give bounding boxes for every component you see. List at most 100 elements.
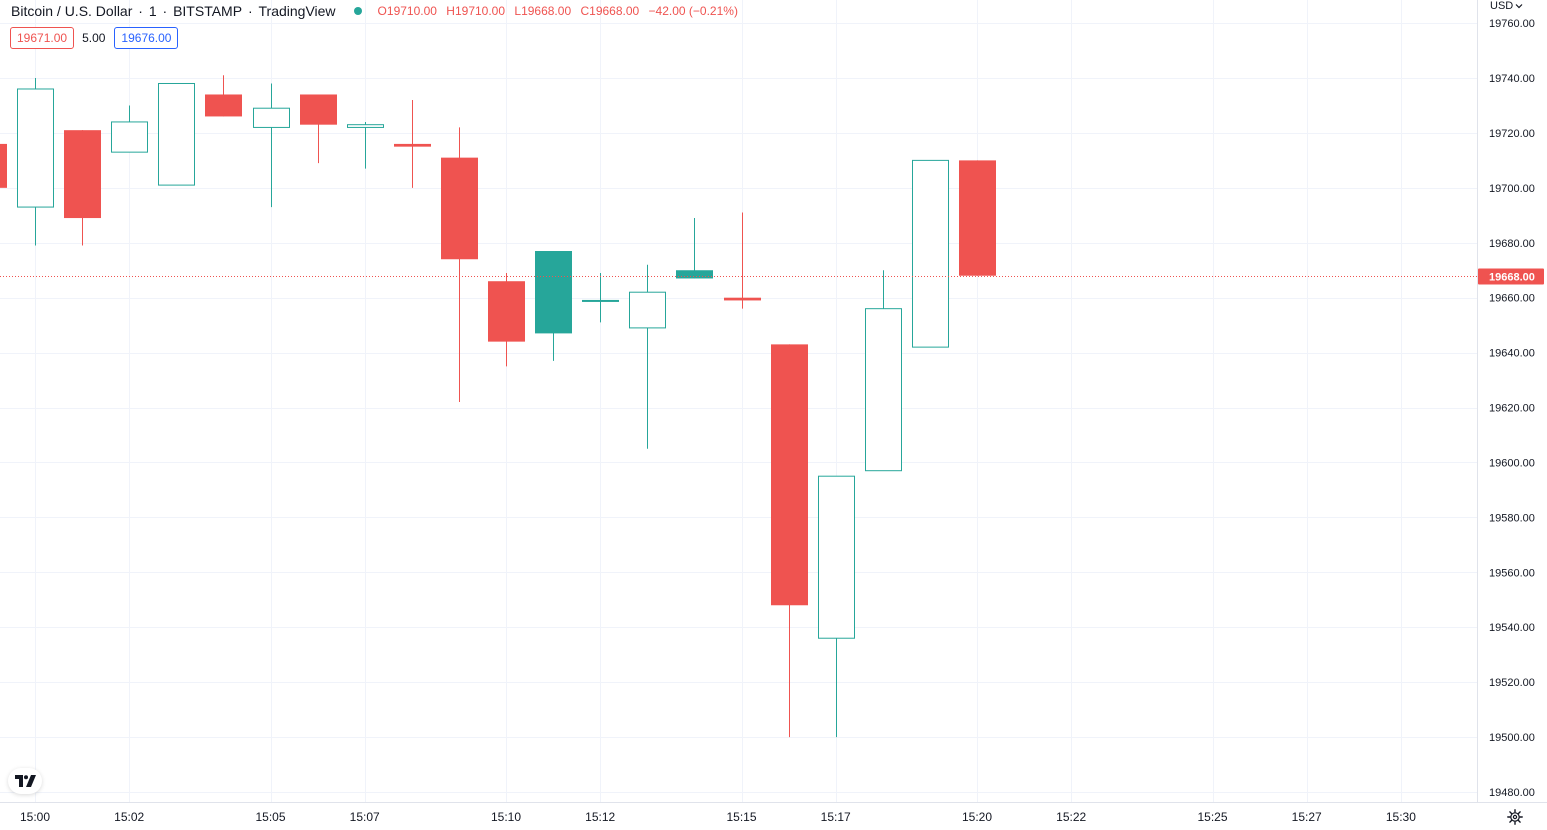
candle-body bbox=[582, 299, 619, 302]
y-tick-label: 19760.00 bbox=[1489, 18, 1535, 30]
x-tick-label: 15:30 bbox=[1386, 810, 1416, 824]
candle bbox=[629, 264, 666, 449]
currency-selector[interactable]: USD bbox=[1488, 0, 1526, 12]
bid-ask-panel: 19671.00 5.00 19676.00 bbox=[10, 27, 179, 49]
ohlc-open-key: O bbox=[377, 4, 387, 18]
y-tick-label: 19500.00 bbox=[1489, 732, 1535, 744]
candle bbox=[0, 143, 7, 188]
candle-body bbox=[64, 130, 101, 219]
candle bbox=[205, 75, 242, 117]
y-tick-label: 19520.00 bbox=[1489, 677, 1535, 689]
candle-body bbox=[865, 308, 902, 472]
candle-body bbox=[253, 107, 290, 128]
candle-body bbox=[111, 121, 148, 153]
candle bbox=[394, 99, 431, 188]
candle bbox=[771, 344, 808, 738]
x-tick-label: 15:10 bbox=[491, 810, 521, 824]
y-tick-label: 19560.00 bbox=[1489, 567, 1535, 579]
legend-separator bbox=[133, 3, 137, 19]
ohlc-low-key: L bbox=[514, 4, 522, 18]
candle-body bbox=[300, 94, 337, 125]
price-scale bbox=[1477, 0, 1547, 830]
x-tick-label: 15:17 bbox=[821, 810, 851, 824]
x-tick-label: 15:12 bbox=[585, 810, 615, 824]
y-tick-label: 19620.00 bbox=[1489, 403, 1535, 415]
candle bbox=[347, 121, 384, 169]
tradingview-logo-icon[interactable] bbox=[8, 768, 42, 794]
legend-interval[interactable]: 1 bbox=[148, 3, 157, 19]
candle bbox=[535, 251, 572, 361]
legend-exchange[interactable]: BITSTAMP bbox=[173, 3, 243, 19]
y-tick-label: 19580.00 bbox=[1489, 512, 1535, 524]
candle-body bbox=[912, 159, 949, 348]
legend-separator: · bbox=[138, 3, 143, 19]
x-tick-label: 15:02 bbox=[114, 810, 144, 824]
sell-price-button[interactable]: 19671.00 bbox=[10, 27, 75, 49]
y-tick-label: 19640.00 bbox=[1489, 348, 1535, 360]
gear-icon bbox=[1507, 809, 1523, 825]
chart-settings-button[interactable] bbox=[1505, 807, 1525, 827]
candle-body bbox=[535, 251, 572, 334]
candle bbox=[959, 160, 996, 276]
buy-price-button[interactable]: 19676.00 bbox=[114, 27, 179, 49]
candle bbox=[582, 272, 619, 323]
market-status-dot-icon[interactable] bbox=[353, 7, 362, 15]
y-tick-label: 19740.00 bbox=[1489, 73, 1535, 85]
y-tick-label: 19600.00 bbox=[1489, 457, 1535, 469]
legend-separator: · bbox=[162, 3, 168, 19]
legend-source: TradingView bbox=[258, 3, 336, 19]
candle-body bbox=[676, 270, 713, 279]
y-tick-label: 19720.00 bbox=[1489, 128, 1535, 140]
chevron-down-icon bbox=[1515, 4, 1523, 9]
candle bbox=[17, 78, 54, 246]
x-tick-label: 15:07 bbox=[350, 810, 380, 824]
candle-body bbox=[724, 297, 761, 301]
candle bbox=[724, 212, 761, 309]
ohlc-change: −42.00 (−0.21%) bbox=[648, 4, 738, 18]
candle bbox=[300, 94, 337, 164]
ohlc-values: O19710.00 H19710.00 L19668.00 C19668.00 … bbox=[378, 4, 738, 18]
candle-body bbox=[771, 344, 808, 606]
grid-layer bbox=[0, 0, 1477, 802]
candle bbox=[488, 272, 525, 367]
last-price-label: 19668.00 bbox=[1489, 272, 1535, 284]
ohlc-close-key: C bbox=[580, 4, 590, 18]
candle bbox=[158, 82, 195, 186]
ohlc-high-key: H bbox=[446, 4, 455, 18]
candle bbox=[253, 83, 290, 208]
x-tick-label: 15:05 bbox=[255, 810, 285, 824]
candle-body bbox=[488, 281, 525, 342]
chart-legend: Bitcoin / U.S. Dollar · 1 · BITSTAMP · T… bbox=[11, 2, 738, 20]
candle-layer bbox=[0, 75, 996, 738]
y-tick-label: 19540.00 bbox=[1489, 622, 1535, 634]
candle bbox=[111, 105, 148, 153]
legend-symbol[interactable]: Bitcoin / U.S. Dollar bbox=[11, 3, 133, 19]
x-tick-label: 15:15 bbox=[726, 810, 756, 824]
candle-body bbox=[629, 291, 666, 329]
candle-body bbox=[205, 94, 242, 117]
x-tick-label: 15:22 bbox=[1056, 810, 1086, 824]
candle bbox=[676, 218, 713, 279]
y-tick-label: 19700.00 bbox=[1489, 183, 1535, 195]
last-price-badge bbox=[1478, 268, 1544, 285]
x-tick-label: 15:27 bbox=[1292, 810, 1322, 824]
y-tick-label: 19480.00 bbox=[1489, 787, 1535, 799]
tradingview-logo-icon bbox=[15, 775, 36, 787]
y-tick-label: 19660.00 bbox=[1489, 293, 1535, 305]
x-tick-label: 15:00 bbox=[20, 810, 50, 824]
candle-body bbox=[441, 157, 478, 260]
legend-separator: · bbox=[247, 3, 253, 19]
y-tick-label: 19680.00 bbox=[1489, 238, 1535, 250]
candle bbox=[64, 130, 101, 246]
x-tick-label: 15:25 bbox=[1197, 810, 1227, 824]
candle bbox=[912, 159, 949, 348]
currency-label: USD bbox=[1490, 0, 1514, 12]
x-tick-label: 15:20 bbox=[962, 810, 992, 824]
candle bbox=[818, 475, 855, 738]
candle-body bbox=[0, 143, 7, 188]
ohlc-high: 19710.00 bbox=[454, 4, 506, 18]
candle-body bbox=[959, 160, 996, 276]
